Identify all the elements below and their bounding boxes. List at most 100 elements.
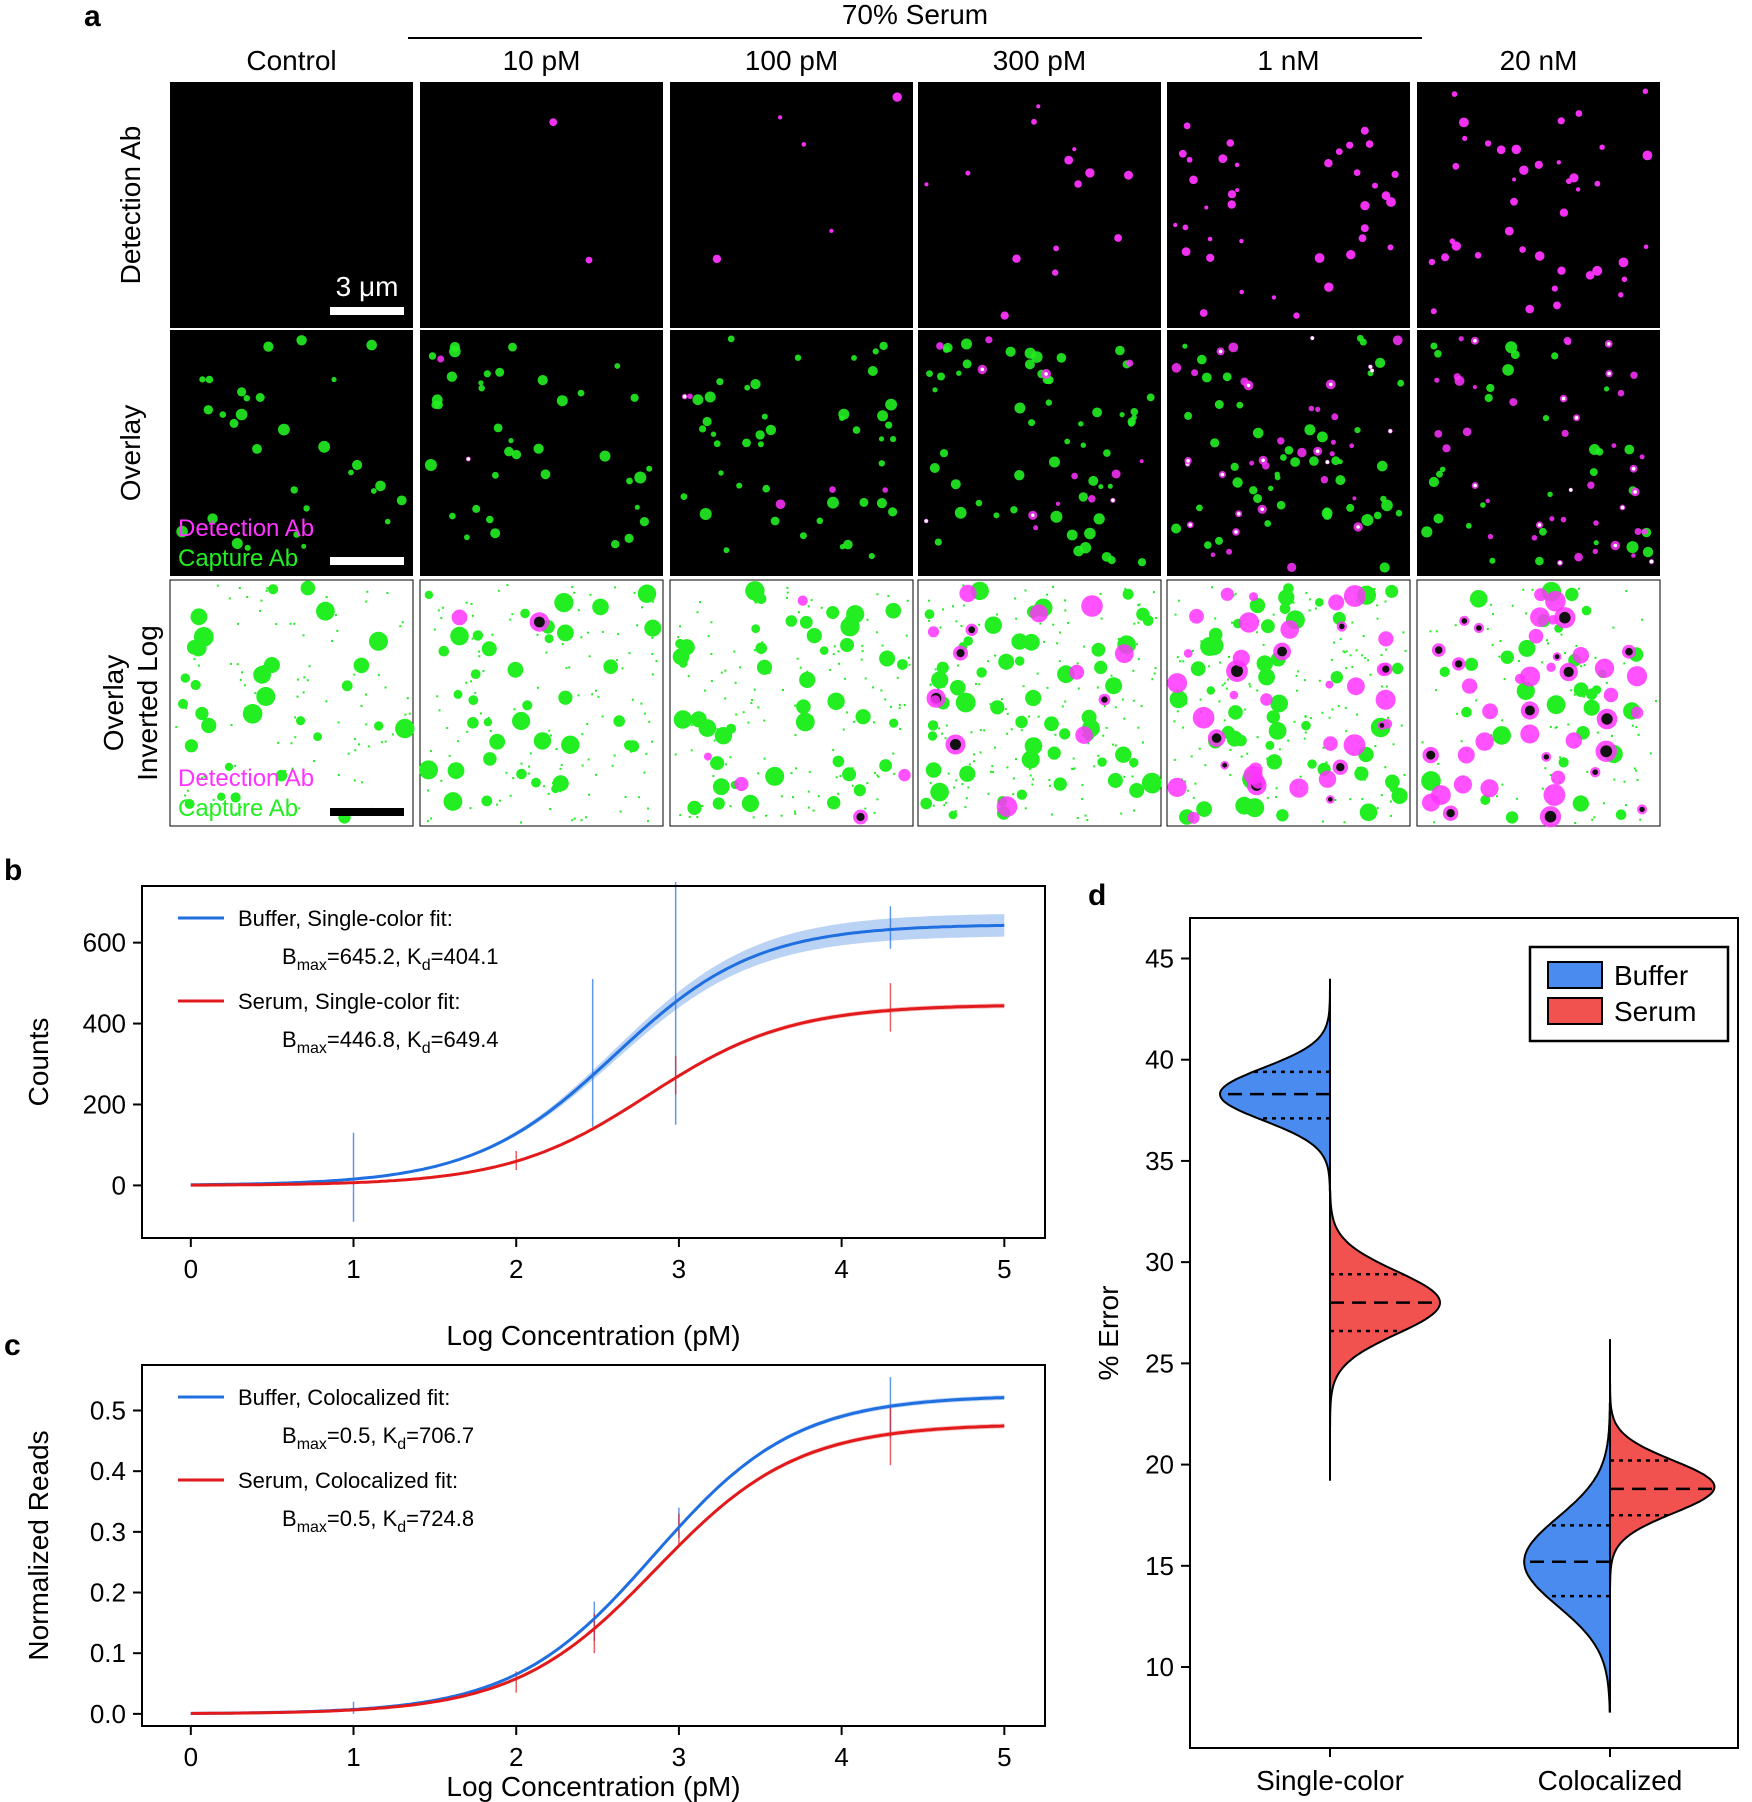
capture-speckle: [331, 639, 333, 642]
capture-spot: [840, 617, 860, 637]
capture-speckle: [864, 677, 867, 680]
detection-spot: [1642, 150, 1653, 161]
capture-spot: [1214, 400, 1224, 409]
capture-spot: [1129, 783, 1145, 798]
capture-spot: [757, 441, 764, 448]
capture-speckle: [799, 666, 802, 669]
capture-speckle: [1198, 669, 1201, 672]
capture-speckle: [1031, 783, 1034, 786]
capture-speckle: [945, 724, 948, 727]
violin-serum: [1329, 1190, 1442, 1481]
detection-spot: [1030, 604, 1048, 623]
capture-spot: [1232, 477, 1243, 488]
capture-speckle: [838, 662, 840, 665]
capture-spot: [927, 731, 938, 741]
capture-spot: [1505, 811, 1519, 824]
row-label: Overlay: [115, 405, 146, 501]
capture-speckle: [1554, 726, 1557, 729]
fit-param-bmax-label: B: [282, 1423, 297, 1448]
legend-swatch-buffer: [1547, 961, 1603, 989]
capture-speckle: [967, 786, 970, 789]
capture-spot: [468, 695, 479, 706]
capture-speckle: [591, 693, 594, 696]
capture-spot: [1119, 412, 1125, 418]
capture-speckle: [1223, 719, 1226, 722]
capture-spot: [852, 426, 861, 434]
capture-spot: [495, 367, 505, 377]
capture-spot: [840, 638, 854, 652]
colocalized-spot: [1426, 750, 1436, 760]
capture-speckle: [837, 650, 840, 653]
capture-spot: [851, 355, 857, 361]
capture-spot: [395, 718, 415, 739]
detection-spot: [1534, 251, 1545, 261]
detection-spot: [1378, 631, 1394, 647]
capture-speckle: [1012, 777, 1015, 780]
capture-speckle: [794, 704, 797, 707]
capture-speckle: [688, 815, 691, 818]
detection-spot: [1239, 238, 1244, 244]
panel-letter-a: a: [84, 0, 101, 33]
capture-speckle: [1361, 798, 1364, 801]
colocalized-spot: [968, 626, 976, 634]
panel-letter-b: b: [4, 854, 22, 887]
detection-spot: [1509, 398, 1518, 407]
capture-spot: [1169, 690, 1188, 709]
tile-background: [1417, 82, 1660, 328]
capture-speckle: [1344, 706, 1347, 709]
capture-spot: [1014, 470, 1025, 481]
detection-spot: [1353, 169, 1361, 177]
capture-speckle: [1081, 784, 1084, 786]
capture-spot: [492, 471, 499, 479]
y-tick-label: 0.0: [90, 1699, 126, 1729]
capture-spot: [806, 628, 822, 644]
capture-spot: [1615, 809, 1627, 820]
capture-spot: [1078, 492, 1089, 502]
capture-spot: [1276, 500, 1286, 510]
capture-spot: [1103, 449, 1111, 457]
capture-spot: [1129, 757, 1139, 768]
capture-speckle: [1179, 660, 1182, 663]
capture-spot: [1196, 801, 1212, 817]
detection-spot: [1534, 160, 1543, 169]
detection-spot: [1487, 533, 1494, 540]
capture-speckle: [266, 587, 269, 590]
capture-speckle: [1518, 660, 1520, 662]
capture-speckle: [739, 666, 742, 669]
tile-background: [670, 330, 913, 576]
colocalized-spot: [1220, 472, 1225, 477]
fit-param-bmax-val: =0.5, K: [327, 1506, 398, 1531]
capture-spot: [419, 760, 438, 780]
capture-speckle: [1004, 667, 1007, 670]
capture-speckle: [474, 691, 477, 694]
detection-spot: [996, 796, 1018, 817]
capture-spot: [263, 657, 280, 673]
capture-spot: [481, 795, 493, 807]
capture-spot: [1391, 662, 1404, 675]
capture-spot: [879, 341, 888, 351]
capture-spot: [504, 446, 514, 457]
detection-spot: [1343, 734, 1366, 756]
detection-spot: [1365, 140, 1374, 148]
capture-speckle: [679, 625, 681, 628]
capture-spot: [431, 394, 443, 406]
capture-spot: [449, 512, 456, 520]
capture-speckle: [898, 707, 901, 710]
capture-speckle: [401, 621, 404, 624]
capture-speckle: [384, 740, 387, 743]
capture-speckle: [1137, 604, 1140, 607]
capture-speckle: [979, 751, 982, 754]
capture-spot: [369, 631, 388, 651]
capture-speckle: [588, 655, 591, 658]
capture-spot: [1484, 393, 1493, 403]
capture-speckle: [595, 773, 597, 776]
capture-spot: [1304, 424, 1316, 436]
capture-spot: [930, 782, 949, 802]
y-tick-label: 25: [1145, 1348, 1174, 1378]
capture-speckle: [807, 605, 810, 608]
capture-spot: [256, 687, 276, 706]
capture-speckle: [1404, 649, 1407, 652]
detection-spot: [1111, 469, 1121, 479]
capture-speckle: [1639, 649, 1642, 652]
legend-swatch-serum: [1547, 997, 1603, 1025]
